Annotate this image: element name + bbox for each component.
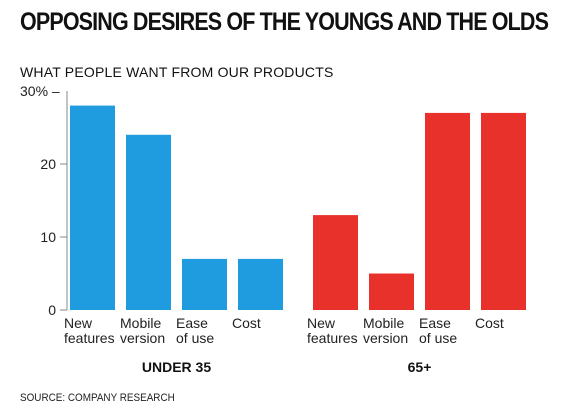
x-tick-label-line: Ease (176, 315, 208, 331)
x-tick-label-line: Mobile (363, 315, 404, 331)
y-tick-label: 10 (40, 229, 56, 245)
bar (481, 112, 526, 311)
bar (182, 258, 227, 310)
x-tick-label: Cost (475, 315, 504, 331)
group-label: 65+ (408, 359, 432, 375)
y-tick-label: 0 (48, 302, 56, 318)
x-tick-label: New features (307, 315, 358, 346)
chart-title: OPPOSING DESIRES OF THE YOUNGS AND THE O… (20, 8, 549, 36)
x-tick-label: New features (64, 315, 115, 346)
chart-subtitle: WHAT PEOPLE WANT FROM OUR PRODUCTS (20, 64, 334, 80)
x-tick-label-line: New (307, 315, 336, 331)
bar (425, 112, 470, 311)
y-tick-label: 30% – (20, 83, 60, 99)
x-tick-label: Mobile version (120, 315, 165, 346)
y-tick-label: 20 (40, 156, 56, 172)
x-tick-label-line: Cost (475, 315, 504, 331)
x-tick-label-line: version (120, 330, 165, 346)
bar (126, 134, 171, 310)
x-tick-label-line: New (64, 315, 93, 331)
source-note: SOURCE: COMPANY RESEARCH (20, 392, 175, 404)
x-tick-label: Ease of use (419, 315, 457, 346)
x-tick-label-line: features (307, 330, 358, 346)
bar (369, 273, 414, 310)
x-tick-label-line: of use (419, 330, 457, 346)
x-tick-label-line: features (64, 330, 115, 346)
x-tick-label-line: Ease (419, 315, 451, 331)
bar (238, 258, 283, 310)
x-tick-label: Mobile version (363, 315, 408, 346)
x-tick-label: Ease of use (176, 315, 214, 346)
x-tick-label: Cost (232, 315, 261, 331)
bar (313, 215, 358, 310)
bar (70, 105, 115, 310)
x-tick-label-line: of use (176, 330, 214, 346)
group-label: UNDER 35 (142, 359, 211, 375)
x-tick-label-line: Mobile (120, 315, 161, 331)
x-tick-label-line: version (363, 330, 408, 346)
x-tick-label-line: Cost (232, 315, 261, 331)
